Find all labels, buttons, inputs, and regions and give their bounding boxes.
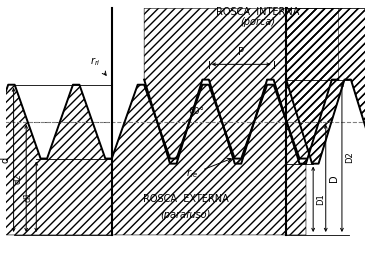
Text: (porca): (porca) bbox=[240, 17, 275, 27]
Text: d1: d1 bbox=[24, 191, 33, 202]
Text: d2: d2 bbox=[14, 173, 23, 184]
Text: D2: D2 bbox=[346, 151, 354, 163]
Text: D1: D1 bbox=[317, 194, 326, 205]
Text: (parafuso): (parafuso) bbox=[160, 210, 211, 220]
Text: ROSCA  EXTERNA: ROSCA EXTERNA bbox=[143, 194, 228, 204]
Text: D: D bbox=[329, 175, 339, 182]
Text: P: P bbox=[238, 47, 244, 57]
Text: $r_{re}$: $r_{re}$ bbox=[186, 158, 231, 180]
Text: ROSCA  INTERNA: ROSCA INTERNA bbox=[216, 7, 299, 17]
Text: d: d bbox=[1, 157, 11, 163]
Text: 60°: 60° bbox=[188, 107, 204, 116]
Text: $r_{ri}$: $r_{ri}$ bbox=[90, 55, 106, 75]
